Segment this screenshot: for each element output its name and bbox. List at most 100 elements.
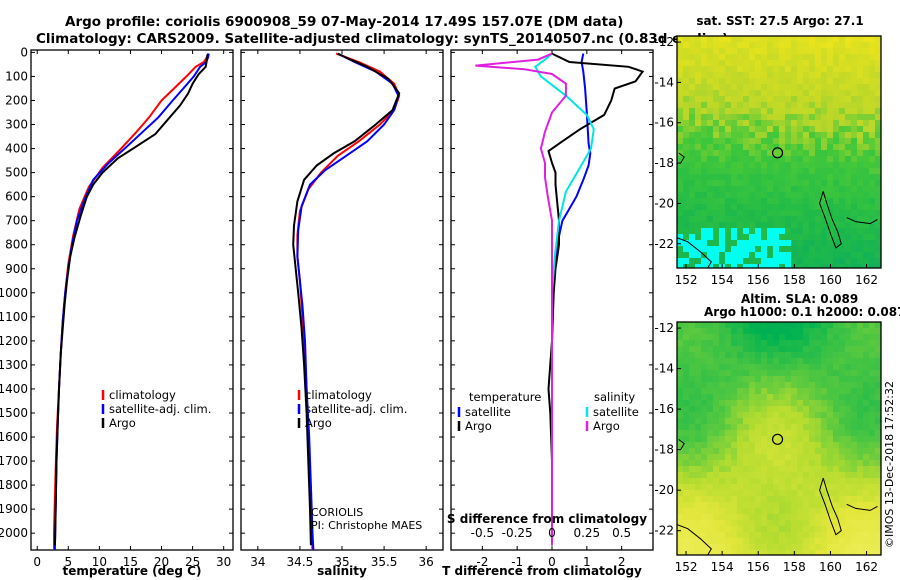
heatmap-cell	[869, 198, 875, 204]
heatmap-cell	[755, 412, 761, 418]
heatmap-cell	[791, 150, 797, 156]
heatmap-cell	[815, 436, 821, 442]
heatmap-cell	[761, 412, 767, 418]
heatmap-cell	[839, 376, 845, 382]
heatmap-cell	[749, 442, 755, 448]
heatmap-cell	[857, 54, 863, 60]
heatmap-cell	[791, 54, 797, 60]
heatmap-cell	[719, 484, 725, 490]
heatmap-cell	[815, 490, 821, 496]
heatmap-cell	[803, 550, 809, 555]
heatmap-cell	[857, 394, 863, 400]
heatmap-cell	[707, 436, 713, 442]
latitude-tick-label: -12	[654, 321, 674, 335]
heatmap-cell	[839, 460, 845, 466]
heatmap-cell	[875, 162, 881, 168]
heatmap-cell	[677, 508, 683, 514]
heatmap-cell	[797, 328, 803, 334]
heatmap-cell	[833, 210, 839, 216]
heatmap-cell	[743, 550, 749, 555]
heatmap-cell	[701, 198, 707, 204]
heatmap-cell	[827, 388, 833, 394]
heatmap-cell	[683, 192, 689, 198]
heatmap-cell	[713, 156, 719, 162]
heatmap-cell	[875, 114, 881, 120]
heatmap-cell	[839, 114, 845, 120]
heatmap-cell	[725, 448, 731, 454]
heatmap-cell	[677, 252, 683, 258]
heatmap-cell	[725, 436, 731, 442]
heatmap-cell	[785, 412, 791, 418]
heatmap-cell	[857, 322, 863, 328]
heatmap-cell	[833, 252, 839, 258]
heatmap-cell	[713, 490, 719, 496]
heatmap-cell	[773, 328, 779, 334]
heatmap-cell	[815, 412, 821, 418]
heatmap-cell	[815, 36, 821, 42]
heatmap-cell	[833, 520, 839, 526]
heatmap-cell	[827, 460, 833, 466]
heatmap-cell	[761, 234, 767, 240]
heatmap-cell	[707, 210, 713, 216]
heatmap-cell	[803, 328, 809, 334]
heatmap-cell	[725, 252, 731, 258]
heatmap-cell	[689, 252, 695, 258]
heatmap-cell	[737, 340, 743, 346]
heatmap-cell	[869, 102, 875, 108]
heatmap-cell	[713, 84, 719, 90]
heatmap-cell	[773, 216, 779, 222]
heatmap-cell	[743, 108, 749, 114]
heatmap-cell	[863, 234, 869, 240]
heatmap-cell	[827, 42, 833, 48]
heatmap-cell	[875, 502, 881, 508]
heatmap-cell	[839, 406, 845, 412]
heatmap-cell	[857, 376, 863, 382]
heatmap-cell	[839, 442, 845, 448]
heatmap-cell	[731, 78, 737, 84]
heatmap-cell	[839, 484, 845, 490]
heatmap-cell	[851, 150, 857, 156]
heatmap-cell	[737, 240, 743, 246]
heatmap-cell	[863, 406, 869, 412]
heatmap-cell	[719, 328, 725, 334]
heatmap-cell	[707, 352, 713, 358]
heatmap-cell	[713, 204, 719, 210]
heatmap-cell	[689, 526, 695, 532]
heatmap-cell	[815, 550, 821, 555]
heatmap-cell	[773, 436, 779, 442]
heatmap-cell	[767, 126, 773, 132]
heatmap-cell	[731, 514, 737, 520]
depth-tick-label: 1600	[0, 430, 28, 444]
heatmap-cell	[833, 114, 839, 120]
depth-tick-label: 2000	[0, 526, 28, 540]
heatmap-cell	[821, 538, 827, 544]
heatmap-cell	[695, 478, 701, 484]
heatmap-cell	[803, 240, 809, 246]
heatmap-cell	[869, 532, 875, 538]
heatmap-cell	[749, 376, 755, 382]
heatmap-cell	[809, 418, 815, 424]
heatmap-cell	[695, 364, 701, 370]
heatmap-cell	[779, 514, 785, 520]
heatmap-cell	[773, 466, 779, 472]
heatmap-cell	[743, 120, 749, 126]
heatmap-cell	[677, 490, 683, 496]
heatmap-cell	[803, 36, 809, 42]
heatmap-cell	[803, 508, 809, 514]
heatmap-cell	[701, 400, 707, 406]
heatmap-cell	[713, 90, 719, 96]
heatmap-cell	[743, 322, 749, 328]
salinity-series-argo	[292, 52, 401, 546]
heatmap-cell	[677, 496, 683, 502]
heatmap-cell	[857, 102, 863, 108]
heatmap-cell	[743, 520, 749, 526]
heatmap-cell	[761, 538, 767, 544]
heatmap-cell	[791, 538, 797, 544]
latitude-tick-label: -16	[654, 116, 674, 130]
heatmap-cell	[821, 96, 827, 102]
heatmap-cell	[809, 352, 815, 358]
heatmap-cell	[815, 544, 821, 550]
heatmap-cell	[761, 400, 767, 406]
heatmap-cell	[851, 132, 857, 138]
heatmap-cell	[713, 460, 719, 466]
